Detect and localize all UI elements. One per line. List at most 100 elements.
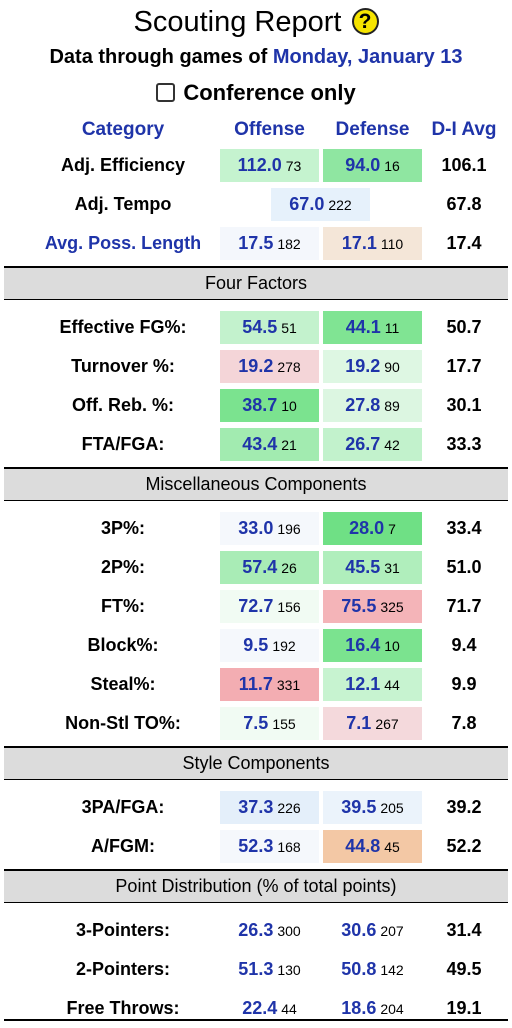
offense-cell-value[interactable]: 112.0	[237, 155, 282, 175]
defense-cell: 16.4 10	[323, 629, 422, 662]
offense-cell: 57.4 26	[220, 551, 319, 584]
defense-cell-value[interactable]: 27.8	[345, 395, 381, 415]
conference-only-checkbox[interactable]	[156, 83, 176, 102]
defense-cell-rank: 10	[384, 638, 400, 654]
defense-cell: 39.5 205	[323, 791, 422, 824]
offense-cell-value[interactable]: 33.0	[238, 518, 274, 538]
defense-cell-rank: 204	[380, 1001, 404, 1017]
offense-cell-value[interactable]: 26.3	[238, 920, 274, 940]
offense-cell-value[interactable]: 52.3	[238, 836, 274, 856]
defense-cell-value[interactable]: 17.1	[341, 233, 377, 253]
d1-average-value: 51.0	[446, 557, 482, 577]
defense-cell-value[interactable]: 7.1	[346, 713, 372, 733]
defense-cell-value[interactable]: 44.1	[345, 317, 381, 337]
defense-cell-rank: 142	[380, 962, 404, 978]
defense-cell-value[interactable]: 44.8	[345, 836, 381, 856]
d1-average-value: 7.8	[451, 713, 477, 733]
defense-cell: 44.1 11	[323, 311, 422, 344]
offense-cell: 54.5 51	[220, 311, 319, 344]
offense-cell-value[interactable]: 22.4	[242, 998, 278, 1018]
defense-cell-value[interactable]: 19.2	[345, 356, 381, 376]
data-through-line: Data through games of Monday, January 13	[0, 40, 512, 74]
offense-cell-rank: 196	[277, 521, 301, 537]
stat-label[interactable]: Avg. Poss. Length	[44, 233, 202, 253]
defense-cell-value[interactable]: 50.8	[341, 959, 377, 979]
offense-cell-value[interactable]: 37.3	[238, 797, 274, 817]
column-header-defense[interactable]: Defense	[335, 119, 410, 140]
offense-cell: 26.3 300	[220, 914, 319, 947]
defense-cell-rank: 90	[384, 359, 400, 375]
offense-cell: 33.0 196	[220, 512, 319, 545]
report-title-row: Scouting Report ?	[0, 2, 512, 42]
defense-cell-rank: 325	[380, 599, 404, 615]
defense-cell-value[interactable]: 16.4	[345, 635, 381, 655]
offense-cell: 7.5 155	[220, 707, 319, 740]
d1-average-value: 19.1	[446, 998, 482, 1018]
defense-cell-value[interactable]: 28.0	[349, 518, 385, 538]
d1-average-value: 67.8	[446, 194, 482, 214]
stat-row: 2-Pointers: 51.3 130 50.8 142 49.5	[0, 950, 512, 989]
column-header-offense[interactable]: Offense	[234, 119, 305, 140]
defense-cell-rank: 7	[388, 521, 396, 537]
defense-cell-value[interactable]: 30.6	[341, 920, 377, 940]
offense-cell-rank: 10	[281, 398, 297, 414]
stat-label: 2-Pointers:	[75, 959, 171, 979]
tempo-cell-value[interactable]: 67.0	[289, 194, 325, 214]
data-through-label: Data through games of	[49, 46, 273, 68]
offense-cell-value[interactable]: 72.7	[238, 596, 274, 616]
stat-label: A/FGM:	[91, 836, 155, 856]
d1-average-value: 9.4	[451, 635, 477, 655]
defense-cell-value[interactable]: 39.5	[341, 797, 377, 817]
column-header-category[interactable]: Category	[81, 119, 165, 140]
offense-cell-rank: 278	[277, 359, 301, 375]
defense-cell: 27.8 89	[323, 389, 422, 422]
offense-cell-value[interactable]: 7.5	[243, 713, 269, 733]
defense-cell-value[interactable]: 12.1	[345, 674, 381, 694]
offense-cell-rank: 21	[281, 437, 297, 453]
stat-label: Free Throws:	[66, 998, 180, 1018]
defense-cell: 7.1 267	[323, 707, 422, 740]
offense-cell-value[interactable]: 38.7	[242, 395, 278, 415]
offense-cell: 11.7 331	[220, 668, 319, 701]
offense-cell: 52.3 168	[220, 830, 319, 863]
defense-cell-rank: 11	[384, 320, 400, 336]
offense-cell-rank: 192	[272, 638, 296, 654]
d1-average-value: 31.4	[446, 920, 482, 940]
offense-cell-value[interactable]: 17.5	[238, 233, 274, 253]
offense-cell-value[interactable]: 57.4	[242, 557, 278, 577]
d1-average-value: 50.7	[446, 317, 482, 337]
offense-cell-rank: 26	[281, 560, 297, 576]
stat-row: A/FGM: 52.3 168 44.8 45 52.2	[0, 827, 512, 866]
offense-cell-value[interactable]: 51.3	[238, 959, 274, 979]
defense-cell-value[interactable]: 45.5	[345, 557, 381, 577]
stat-row: FTA/FGA: 43.4 21 26.7 42 33.3	[0, 425, 512, 464]
defense-cell: 75.5 325	[323, 590, 422, 623]
stat-row: Block%: 9.5 192 16.4 10 9.4	[0, 626, 512, 665]
stat-row: 3P%: 33.0 196 28.0 7 33.4	[0, 509, 512, 548]
defense-cell-value[interactable]: 75.5	[341, 596, 377, 616]
column-header-average[interactable]: D-I Avg	[431, 119, 497, 140]
d1-average-value: 52.2	[446, 836, 482, 856]
offense-cell-rank: 226	[277, 800, 301, 816]
help-icon[interactable]: ?	[351, 8, 379, 35]
offense-cell-value[interactable]: 19.2	[238, 356, 274, 376]
defense-cell-value[interactable]: 18.6	[341, 998, 377, 1018]
defense-cell-value[interactable]: 26.7	[345, 434, 381, 454]
conference-only-toggle[interactable]: Conference only	[0, 76, 512, 110]
defense-cell: 19.2 90	[323, 350, 422, 383]
offense-cell: 38.7 10	[220, 389, 319, 422]
section-header: Four Factors	[4, 266, 508, 300]
offense-cell-value[interactable]: 43.4	[242, 434, 278, 454]
offense-cell-value[interactable]: 54.5	[242, 317, 278, 337]
defense-cell-value[interactable]: 94.0	[345, 155, 381, 175]
offense-cell-value[interactable]: 11.7	[238, 674, 273, 694]
section-header: Miscellaneous Components	[4, 467, 508, 501]
conference-only-label: Conference only	[183, 80, 356, 105]
offense-cell-rank: 168	[277, 839, 301, 855]
defense-cell: 28.0 7	[323, 512, 422, 545]
offense-cell: 43.4 21	[220, 428, 319, 461]
stat-label: FT%:	[101, 596, 145, 616]
offense-cell-value[interactable]: 9.5	[243, 635, 269, 655]
tempo-cell: 67.0 222	[271, 188, 370, 221]
offense-cell-rank: 300	[277, 923, 301, 939]
